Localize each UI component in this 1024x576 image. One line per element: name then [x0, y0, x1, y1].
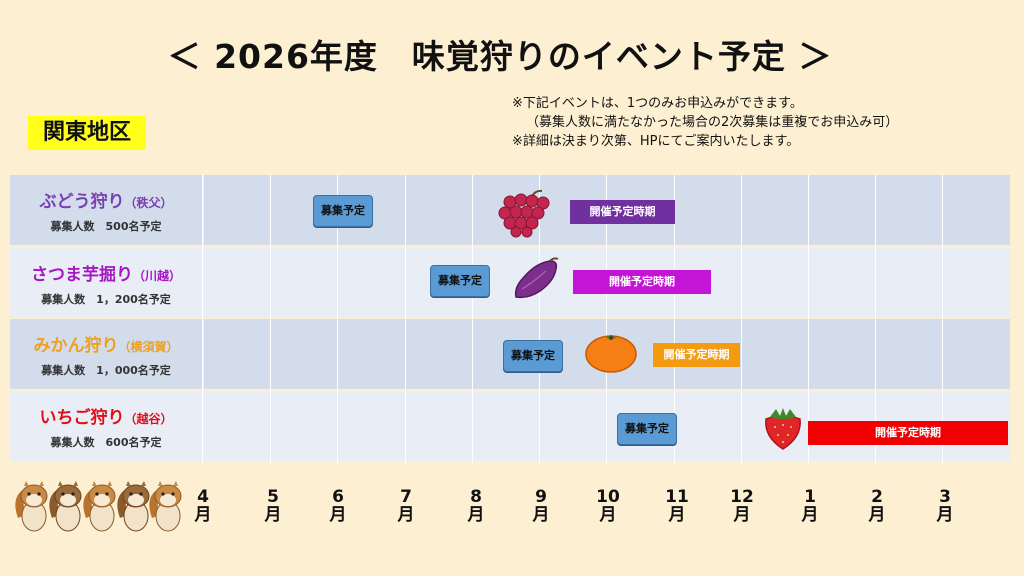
event-label: さつま芋掘り（川越） 募集人数 1，200名予定	[10, 248, 202, 318]
page-title: ＜ 2026年度 味覚狩りのイベント予定 ＞	[167, 37, 833, 76]
grid-line	[606, 175, 607, 463]
recruit-schedule-badge: 募集予定	[430, 265, 490, 297]
schedule-grid: ぶどう狩り（秩父） 募集人数 500名予定 さつま芋掘り（川越） 募集人数 1，…	[10, 173, 1010, 463]
notes: ※下記イベントは、1つのみお申込みができます。 （募集人数に満たなかった場合の2…	[512, 94, 1012, 151]
event-period-bar: 開催予定時期	[653, 343, 740, 367]
event-name: さつま芋掘り	[30, 265, 133, 285]
grid-line	[674, 175, 675, 463]
event-place: （越谷）	[124, 412, 173, 426]
event-name: ぶどう狩り	[39, 192, 125, 212]
event-label: みかん狩り（横須賀） 募集人数 1，000名予定	[10, 319, 202, 389]
region-label: 関東地区	[28, 116, 146, 150]
grid-line	[808, 175, 809, 463]
event-capacity: 募集人数 500名予定	[50, 220, 162, 233]
event-place: （横須賀）	[118, 340, 179, 354]
grid-line	[472, 175, 473, 463]
event-period-bar: 開催予定時期	[570, 200, 675, 224]
month-label: 12 月	[730, 487, 754, 525]
event-name: みかん狩り	[33, 336, 119, 356]
event-label: ぶどう狩り（秩父） 募集人数 500名予定	[10, 175, 202, 245]
event-place: （川越）	[132, 269, 181, 283]
sweet-potato-icon	[514, 257, 559, 299]
grid-line	[539, 175, 540, 463]
recruit-schedule-badge: 募集予定	[503, 340, 563, 372]
strawberry-icon	[765, 408, 801, 450]
squirrels-icon	[15, 481, 182, 532]
mikan-icon	[585, 335, 637, 373]
recruit-schedule-badge: 募集予定	[313, 195, 373, 227]
grid-line	[202, 175, 203, 463]
event-label: いちご狩り（越谷） 募集人数 600名予定	[10, 391, 202, 461]
event-place: （秩父）	[124, 196, 173, 210]
note-line: ※下記イベントは、1つのみお申込みができます。	[512, 96, 803, 111]
month-label: 11 月	[665, 487, 689, 525]
event-capacity: 募集人数 1，200名予定	[41, 293, 171, 306]
event-period-bar: 開催予定時期	[573, 270, 711, 294]
month-label: 10 月	[596, 487, 620, 525]
grid-line	[741, 175, 742, 463]
grape-icon	[498, 189, 550, 238]
event-name: いちご狩り	[39, 408, 125, 428]
note-line: ※詳細は決まり次第、HPにてご案内いたします。	[512, 134, 800, 149]
event-capacity: 募集人数 1，000名予定	[41, 364, 171, 377]
note-line: （募集人数に満たなかった場合の2次募集は重複でお申込み可）	[526, 115, 899, 130]
grid-line	[337, 175, 338, 463]
grid-line	[942, 175, 943, 463]
event-capacity: 募集人数 600名予定	[50, 436, 162, 449]
grid-line	[270, 175, 271, 463]
grid-line	[405, 175, 406, 463]
grid-line	[875, 175, 876, 463]
event-period-bar: 開催予定時期	[808, 421, 1008, 445]
recruit-schedule-badge: 募集予定	[617, 413, 677, 445]
